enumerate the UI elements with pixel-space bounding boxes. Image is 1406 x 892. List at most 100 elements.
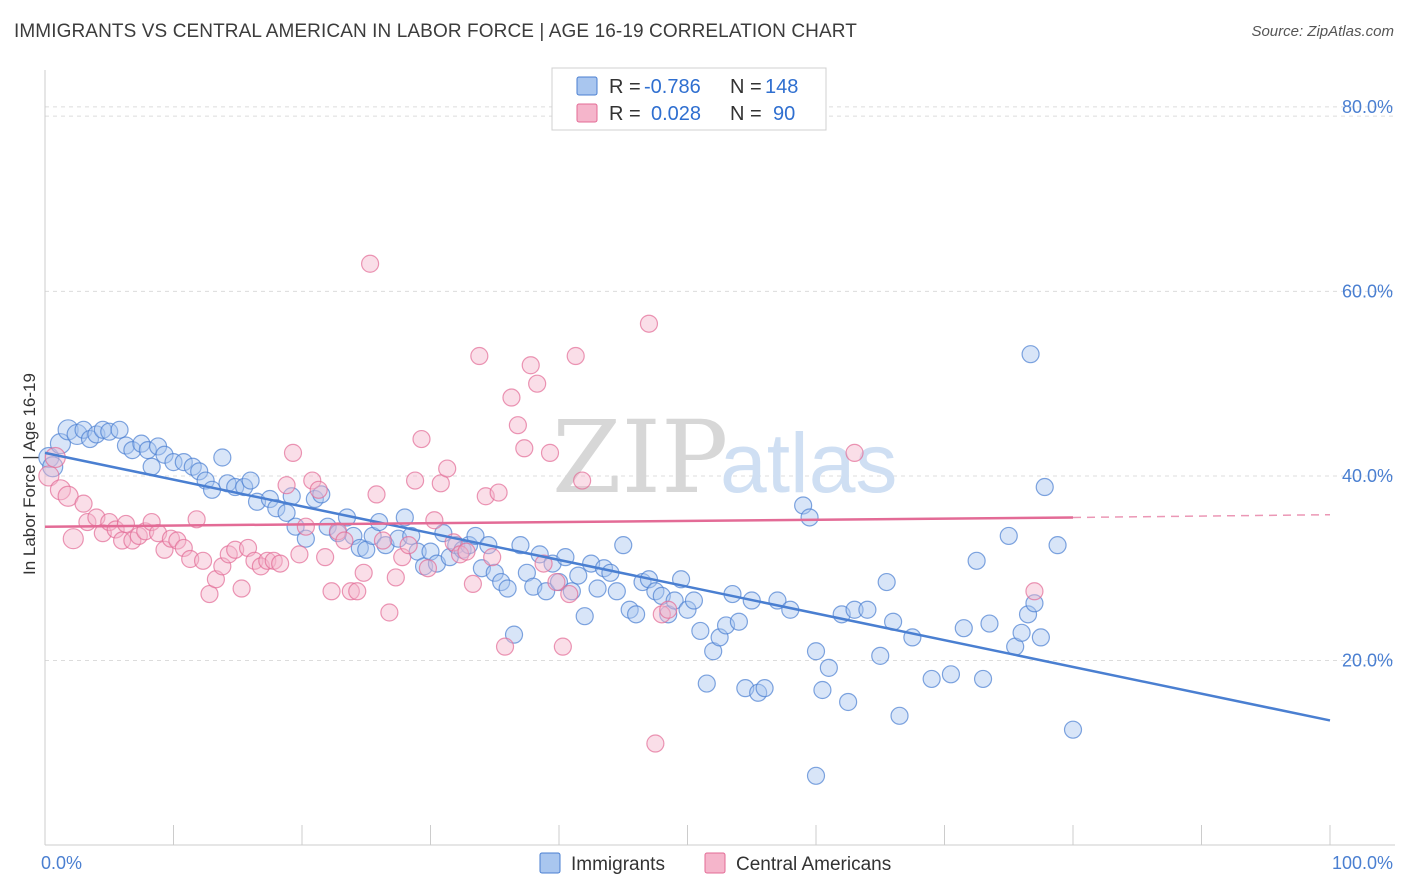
central-point [116,514,136,534]
immigrants-point [174,453,193,472]
legend-n-label-central: N = [730,103,762,125]
immigrants-point [123,441,142,460]
legend-swatch-immigrants [576,76,598,96]
immigrants-point [858,600,877,619]
immigrants-point [447,536,466,555]
immigrants-point [922,669,941,689]
bottom-legend-label-immigrants: Immigrants [571,854,665,875]
immigrants-point [684,591,704,610]
central-point [316,548,335,567]
legend: R = -0.786 N = 148 R = 0.028 N = 90 [551,67,827,131]
immigrants-point [588,579,607,598]
immigrants-point [305,489,324,509]
central-point [328,522,348,541]
central-point [418,559,438,578]
immigrants-point [806,766,826,785]
central-point [560,584,579,604]
central-point [174,538,193,558]
immigrants-point [569,566,588,585]
immigrants-point [620,600,639,619]
immigrants-point [755,679,774,698]
y-tick-label: 40.0% [1342,466,1393,486]
central-point [386,568,405,587]
immigrants-point [286,517,305,536]
central-point [659,600,678,619]
legend-n-value-central: 90 [773,103,795,125]
legend-box [551,67,827,131]
central-point [187,510,206,529]
central-point [155,540,174,559]
bottom-legend: Immigrants Central Americans [539,852,891,875]
central-point [168,531,187,550]
immigrants-point [562,582,581,601]
central-point [521,356,540,375]
legend-r-label-immigrants: R = [609,76,641,98]
central-point [399,536,418,555]
immigrants-point [626,605,646,624]
central-point [57,485,79,507]
immigrants-point [890,706,909,725]
bottom-legend-label-central: Central Americans [736,854,891,875]
central-point [540,443,560,462]
y-tick-label: 60.0% [1342,281,1393,301]
immigrants-point [537,582,556,601]
immigrants-point [973,669,993,689]
central-point [303,471,322,490]
bottom-legend-swatch-central [704,852,726,874]
immigrants-point [575,607,594,626]
immigrants-point [80,429,100,449]
central-point [845,443,864,462]
immigrants-point [954,619,973,638]
central-point [508,416,527,435]
legend-n-label-immigrants: N = [730,76,762,98]
immigrants-point [819,658,838,677]
central-point [438,459,457,478]
central-point [123,531,142,550]
immigrants-point [806,642,826,661]
immigrants-point [241,471,260,490]
immigrants-point [395,508,414,527]
immigrants-point [183,457,202,476]
watermark: ZIP atlas [552,399,897,516]
central-point [553,637,572,656]
chart-title: IMMIGRANTS VS CENTRAL AMERICAN IN LABOR … [14,21,857,42]
immigrants-point [213,448,232,467]
watermark-zip: ZIP [552,399,728,516]
central-point [380,603,399,622]
central-point [646,734,665,753]
x-tick-label-min: 0.0% [41,853,82,873]
immigrants-point [267,499,286,518]
immigrants-point [813,680,832,700]
central-point [412,429,431,449]
immigrants-point [164,453,183,472]
immigrants-point [1063,720,1083,739]
points-layer [38,254,1083,785]
central-point [38,465,60,487]
immigrants-point [665,591,684,610]
y-axis-label: In Labor Force | Age 16-19 [20,373,39,575]
y-tick-label: 20.0% [1342,650,1393,670]
central-point [367,485,386,504]
legend-n-value-immigrants: 148 [765,76,798,98]
central-point [62,528,84,550]
chart-source: Source: ZipAtlas.com [1251,23,1394,40]
central-trend-line [44,516,1074,528]
central-point [232,579,251,598]
grid-layer [45,106,1395,661]
immigrants-point [350,538,369,558]
central-point [361,254,380,273]
immigrants-point [1031,628,1050,647]
central-point [515,439,534,458]
central-point [74,494,93,513]
central-point [290,545,309,564]
immigrants-point [110,420,129,439]
legend-swatch-central [576,103,598,123]
central-point [405,471,425,490]
central-point [348,582,367,601]
central-point [271,554,290,573]
central-point [354,563,373,582]
central-point [219,545,238,564]
central-point [483,548,502,567]
central-point [283,443,303,462]
